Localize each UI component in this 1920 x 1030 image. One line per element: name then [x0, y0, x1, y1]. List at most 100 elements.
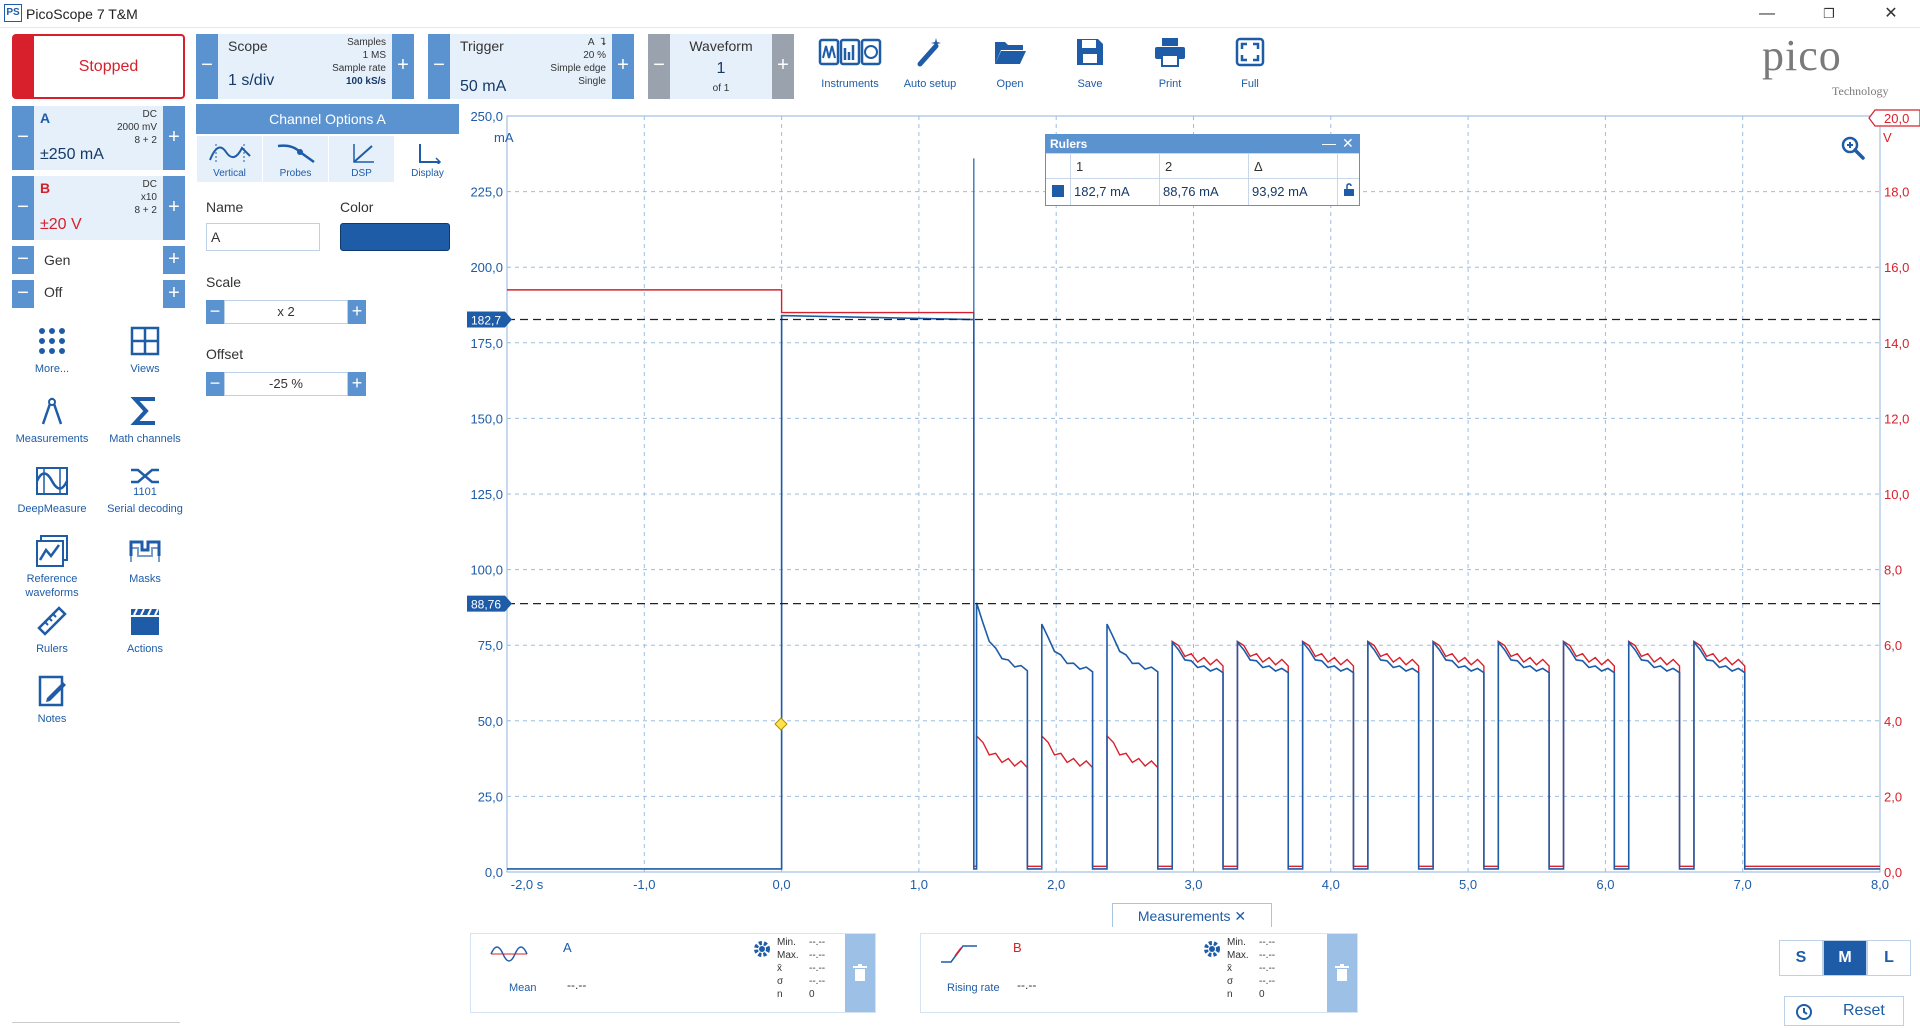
- tab-display[interactable]: Display: [395, 136, 460, 182]
- trigger-control: − Trigger 50 mA A ⮧ 20 % Simple edge Sin…: [428, 34, 634, 99]
- size-small-button[interactable]: S: [1779, 940, 1823, 976]
- masks-button[interactable]: Masks: [100, 534, 190, 586]
- trigger-marker[interactable]: [774, 717, 788, 731]
- open-button[interactable]: Open: [975, 34, 1045, 94]
- measurement-a-delete-button[interactable]: [845, 934, 875, 1012]
- full-screen-button[interactable]: Full: [1215, 34, 1285, 94]
- measurement-b-max-value: --.--: [1259, 950, 1276, 961]
- trigger-type[interactable]: Simple edge: [550, 63, 606, 74]
- tab-probes[interactable]: Probes: [263, 136, 328, 182]
- deepmeasure-button[interactable]: DeepMeasure: [7, 464, 97, 516]
- waveform-current: 1: [716, 60, 726, 77]
- ruler-lock-icon[interactable]: [1342, 183, 1356, 197]
- measurements-tab-close-icon[interactable]: ✕: [1234, 908, 1247, 924]
- measurement-card-a[interactable]: A Mean --.-- Min. Max. x̄ σ n --.-- --.-…: [470, 933, 876, 1013]
- timebase-increase-button[interactable]: +: [392, 34, 414, 99]
- right-scale-tag[interactable]: [1868, 109, 1920, 127]
- samples-value[interactable]: 1 MS: [362, 50, 386, 61]
- timebase-decrease-button[interactable]: −: [196, 34, 218, 99]
- ruler-tag[interactable]: [467, 595, 512, 612]
- channel-b-range-increase[interactable]: +: [163, 176, 185, 240]
- scale-value[interactable]: x 2: [224, 300, 348, 324]
- gen-decrease[interactable]: −: [12, 246, 34, 274]
- scale-increase-button[interactable]: +: [348, 300, 366, 324]
- offset-stepper: − -25 % +: [206, 372, 366, 396]
- measurement-card-b[interactable]: B Rising rate --.-- Min. Max. x̄ σ n --.…: [920, 933, 1358, 1013]
- channel-a-probe[interactable]: 2000 mV: [116, 122, 157, 133]
- offset-decrease-button[interactable]: −: [206, 372, 224, 396]
- measurement-a-sigma-label: σ: [777, 976, 784, 987]
- channel-a-range-increase[interactable]: +: [163, 106, 185, 170]
- sample-rate-value[interactable]: 100 kS/s: [345, 76, 386, 87]
- views-button[interactable]: Views: [100, 324, 190, 376]
- reference-waveforms-button[interactable]: Reference waveforms: [7, 534, 97, 600]
- save-button[interactable]: Save: [1055, 34, 1125, 94]
- rulers-close-icon[interactable]: ✕: [1342, 135, 1354, 151]
- minimize-icon[interactable]: —: [1759, 5, 1775, 22]
- gen-label: Gen: [44, 252, 71, 268]
- trigger-mode[interactable]: Single: [578, 76, 606, 87]
- channel-a-range[interactable]: ±250 mA: [40, 146, 104, 163]
- trigger-increase-button[interactable]: +: [612, 34, 634, 99]
- print-button[interactable]: Print: [1135, 34, 1205, 94]
- instruments-button[interactable]: Instruments: [815, 34, 885, 94]
- restore-icon[interactable]: ❐: [1823, 6, 1835, 21]
- measurements-tab[interactable]: Measurements ✕: [1112, 903, 1272, 927]
- channel-b-probe[interactable]: x10: [140, 192, 157, 203]
- measurement-b-min-value: --.--: [1259, 937, 1276, 948]
- waveform-prev-button[interactable]: −: [648, 34, 670, 99]
- scope-display[interactable]: 250,0225,0200,0175,0150,0125,0100,075,05…: [467, 104, 1920, 896]
- measurement-b-value: --.--: [1017, 978, 1037, 992]
- more-button[interactable]: More...: [7, 324, 97, 376]
- channel-a-coupling[interactable]: DC: [142, 109, 157, 120]
- rulers-panel-title: Rulers: [1050, 137, 1088, 151]
- measurements-button[interactable]: Measurements: [7, 394, 97, 446]
- channel-b-range-decrease[interactable]: −: [12, 176, 34, 240]
- notes-icon: [38, 675, 66, 707]
- channel-b-coupling[interactable]: DC: [142, 179, 157, 190]
- serial-decoding-button[interactable]: 1101 Serial decoding: [100, 464, 190, 516]
- channel-color-picker[interactable]: [340, 223, 450, 251]
- left-tick-label: 100,0: [470, 563, 503, 578]
- zoom-icon[interactable]: [1841, 136, 1865, 160]
- trigger-level-value[interactable]: 50 mA: [460, 78, 507, 95]
- offset-increase-button[interactable]: +: [348, 372, 366, 396]
- channel-a-range-decrease[interactable]: −: [12, 106, 34, 170]
- serial-decoding-icon: 1101: [131, 468, 159, 498]
- waveform-next-button[interactable]: +: [772, 34, 794, 99]
- channel-name-input[interactable]: [206, 223, 320, 251]
- scale-decrease-button[interactable]: −: [206, 300, 224, 324]
- trigger-decrease-button[interactable]: −: [428, 34, 450, 99]
- math-channels-button[interactable]: Math channels: [100, 394, 190, 446]
- size-large-button[interactable]: L: [1867, 940, 1911, 976]
- measurement-b-sigma-value: --.--: [1259, 976, 1276, 987]
- measurement-a-settings-gear-icon[interactable]: [753, 940, 771, 958]
- pre-trigger-value[interactable]: 20 %: [583, 50, 606, 61]
- ruler-tag[interactable]: [467, 311, 512, 328]
- actions-button[interactable]: Actions: [100, 604, 190, 656]
- rulers-panel-header: [1046, 135, 1359, 153]
- close-icon[interactable]: ✕: [1884, 5, 1898, 22]
- notes-button[interactable]: Notes: [7, 674, 97, 726]
- rulers-minimize-icon[interactable]: —: [1322, 135, 1336, 151]
- reset-button[interactable]: Reset: [1784, 996, 1904, 1026]
- left-tick-label: 75,0: [478, 638, 503, 653]
- gen-increase[interactable]: +: [163, 246, 185, 274]
- time-tick-label: 6,0: [1596, 877, 1614, 892]
- off-increase[interactable]: +: [163, 280, 185, 308]
- tab-vertical[interactable]: Vertical: [197, 136, 262, 182]
- measurement-b-delete-button[interactable]: [1327, 934, 1357, 1012]
- off-decrease[interactable]: −: [12, 280, 34, 308]
- offset-value[interactable]: -25 %: [224, 372, 348, 396]
- run-stop-button[interactable]: Stopped: [12, 34, 185, 99]
- math-channels-label: Math channels: [109, 433, 181, 445]
- tab-dsp[interactable]: DSP: [329, 136, 394, 182]
- ruler-lines[interactable]: 182,7 88,76: [467, 311, 1880, 612]
- measurement-b-settings-gear-icon[interactable]: [1203, 940, 1221, 958]
- size-medium-button[interactable]: M: [1823, 940, 1867, 976]
- timebase-value[interactable]: 1 s/div: [228, 72, 275, 89]
- rulers-button[interactable]: Rulers: [7, 604, 97, 656]
- right-tick-label: 18,0: [1884, 185, 1909, 200]
- auto-setup-button[interactable]: Auto setup: [895, 34, 965, 94]
- channel-b-range[interactable]: ±20 V: [40, 216, 82, 233]
